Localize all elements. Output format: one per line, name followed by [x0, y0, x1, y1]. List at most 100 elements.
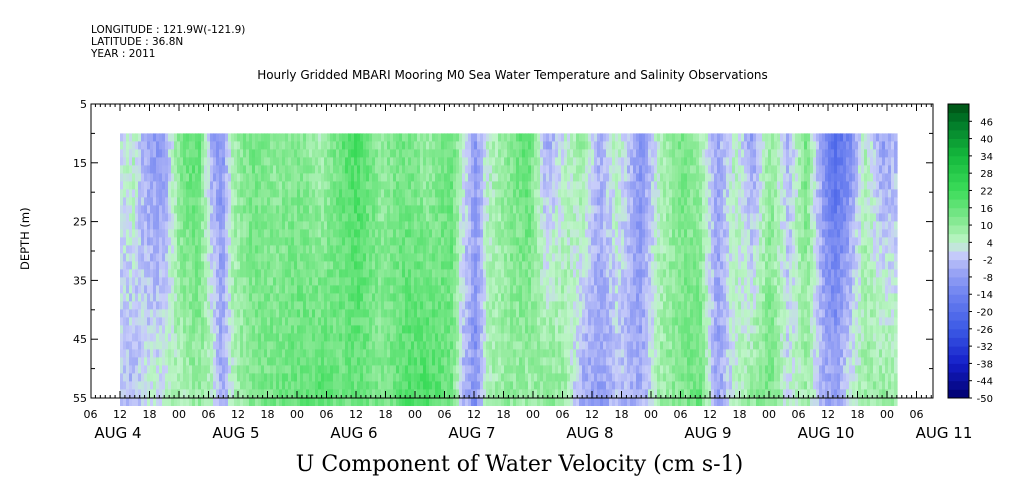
heatmap-cell — [492, 309, 496, 318]
heatmap-cell — [513, 269, 517, 278]
heatmap-cell — [363, 205, 367, 214]
heatmap-cell — [186, 149, 190, 158]
heatmap-cell — [351, 205, 355, 214]
heatmap-cell — [342, 205, 346, 214]
heatmap-cell — [255, 205, 259, 214]
heatmap-cell — [132, 293, 136, 302]
heatmap-cell — [165, 301, 169, 310]
heatmap-cell — [516, 205, 520, 214]
heatmap-cell — [552, 397, 556, 406]
heatmap-cell — [378, 333, 382, 342]
heatmap-cell — [366, 341, 370, 350]
heatmap-cell — [177, 253, 181, 262]
heatmap-cell — [444, 325, 448, 334]
heatmap-cell — [390, 213, 394, 222]
heatmap-cell — [327, 261, 331, 270]
heatmap-cell — [156, 317, 160, 326]
heatmap-cell — [348, 309, 352, 318]
heatmap-cell — [342, 253, 346, 262]
heatmap-cell — [441, 253, 445, 262]
heatmap-cell — [177, 141, 181, 150]
heatmap-cell — [408, 341, 412, 350]
heatmap-cell — [504, 285, 508, 294]
heatmap-cell — [378, 349, 382, 358]
heatmap-cell — [225, 309, 229, 318]
heatmap-cell — [351, 189, 355, 198]
heatmap-cell — [480, 325, 484, 334]
heatmap-cell — [321, 301, 325, 310]
heatmap-cell — [432, 165, 436, 174]
heatmap-cell — [384, 205, 388, 214]
heatmap-cell — [441, 397, 445, 406]
heatmap-cell — [258, 285, 262, 294]
heatmap-cell — [441, 341, 445, 350]
heatmap-cell — [405, 141, 409, 150]
heatmap-cell — [486, 277, 490, 286]
heatmap-cell — [525, 389, 529, 398]
heatmap-cell — [369, 181, 373, 190]
heatmap-cell — [414, 157, 418, 166]
heatmap-cell — [345, 381, 349, 390]
heatmap-cell — [345, 205, 349, 214]
heatmap-cell — [141, 213, 145, 222]
heatmap-cell — [459, 181, 463, 190]
heatmap-cell — [513, 141, 517, 150]
heatmap-cell — [423, 317, 427, 326]
heatmap-cell — [162, 285, 166, 294]
heatmap-cell — [330, 325, 334, 334]
heatmap-cell — [399, 253, 403, 262]
heatmap-cell — [204, 205, 208, 214]
heatmap-cell — [183, 165, 187, 174]
heatmap-cell — [225, 389, 229, 398]
heatmap-cell — [411, 277, 415, 286]
heatmap-cell — [531, 173, 535, 182]
heatmap-cell — [441, 229, 445, 238]
heatmap-cell — [336, 245, 340, 254]
heatmap-cell — [537, 229, 541, 238]
heatmap-cell — [294, 341, 298, 350]
heatmap-cell — [129, 189, 133, 198]
heatmap-cell — [498, 269, 502, 278]
heatmap-cell — [222, 253, 226, 262]
heatmap-cell — [204, 245, 208, 254]
heatmap-cell — [150, 277, 154, 286]
heatmap-cell — [447, 269, 451, 278]
heatmap-cell — [477, 245, 481, 254]
heatmap-cell — [531, 197, 535, 206]
heatmap-cell — [513, 149, 517, 158]
heatmap-cell — [381, 261, 385, 270]
heatmap-cell — [498, 301, 502, 310]
heatmap-cell — [150, 181, 154, 190]
heatmap-cell — [369, 173, 373, 182]
heatmap-cell — [363, 365, 367, 374]
heatmap-cell — [444, 357, 448, 366]
heatmap-cell — [492, 373, 496, 382]
heatmap-cell — [276, 157, 280, 166]
heatmap-cell — [129, 341, 133, 350]
heatmap-cell — [147, 141, 151, 150]
heatmap-cell — [369, 381, 373, 390]
heatmap-cell — [399, 245, 403, 254]
heatmap-cell — [201, 245, 205, 254]
heatmap-cell — [501, 285, 505, 294]
heatmap-cell — [162, 197, 166, 206]
heatmap-cell — [303, 373, 307, 382]
heatmap-cell — [360, 357, 364, 366]
heatmap-cell — [510, 373, 514, 382]
heatmap-cell — [213, 381, 217, 390]
heatmap-cell — [393, 317, 397, 326]
heatmap-cell — [537, 165, 541, 174]
heatmap-cell — [516, 325, 520, 334]
heatmap-cell — [213, 389, 217, 398]
heatmap-cell — [177, 277, 181, 286]
heatmap-cell — [483, 333, 487, 342]
heatmap-cell — [282, 197, 286, 206]
heatmap-cell — [375, 365, 379, 374]
heatmap-cell — [387, 365, 391, 374]
heatmap-cell — [222, 373, 226, 382]
heatmap-cell — [192, 277, 196, 286]
heatmap-cell — [495, 293, 499, 302]
heatmap-cell — [483, 253, 487, 262]
heatmap-cell — [234, 197, 238, 206]
heatmap-cell — [225, 261, 229, 270]
